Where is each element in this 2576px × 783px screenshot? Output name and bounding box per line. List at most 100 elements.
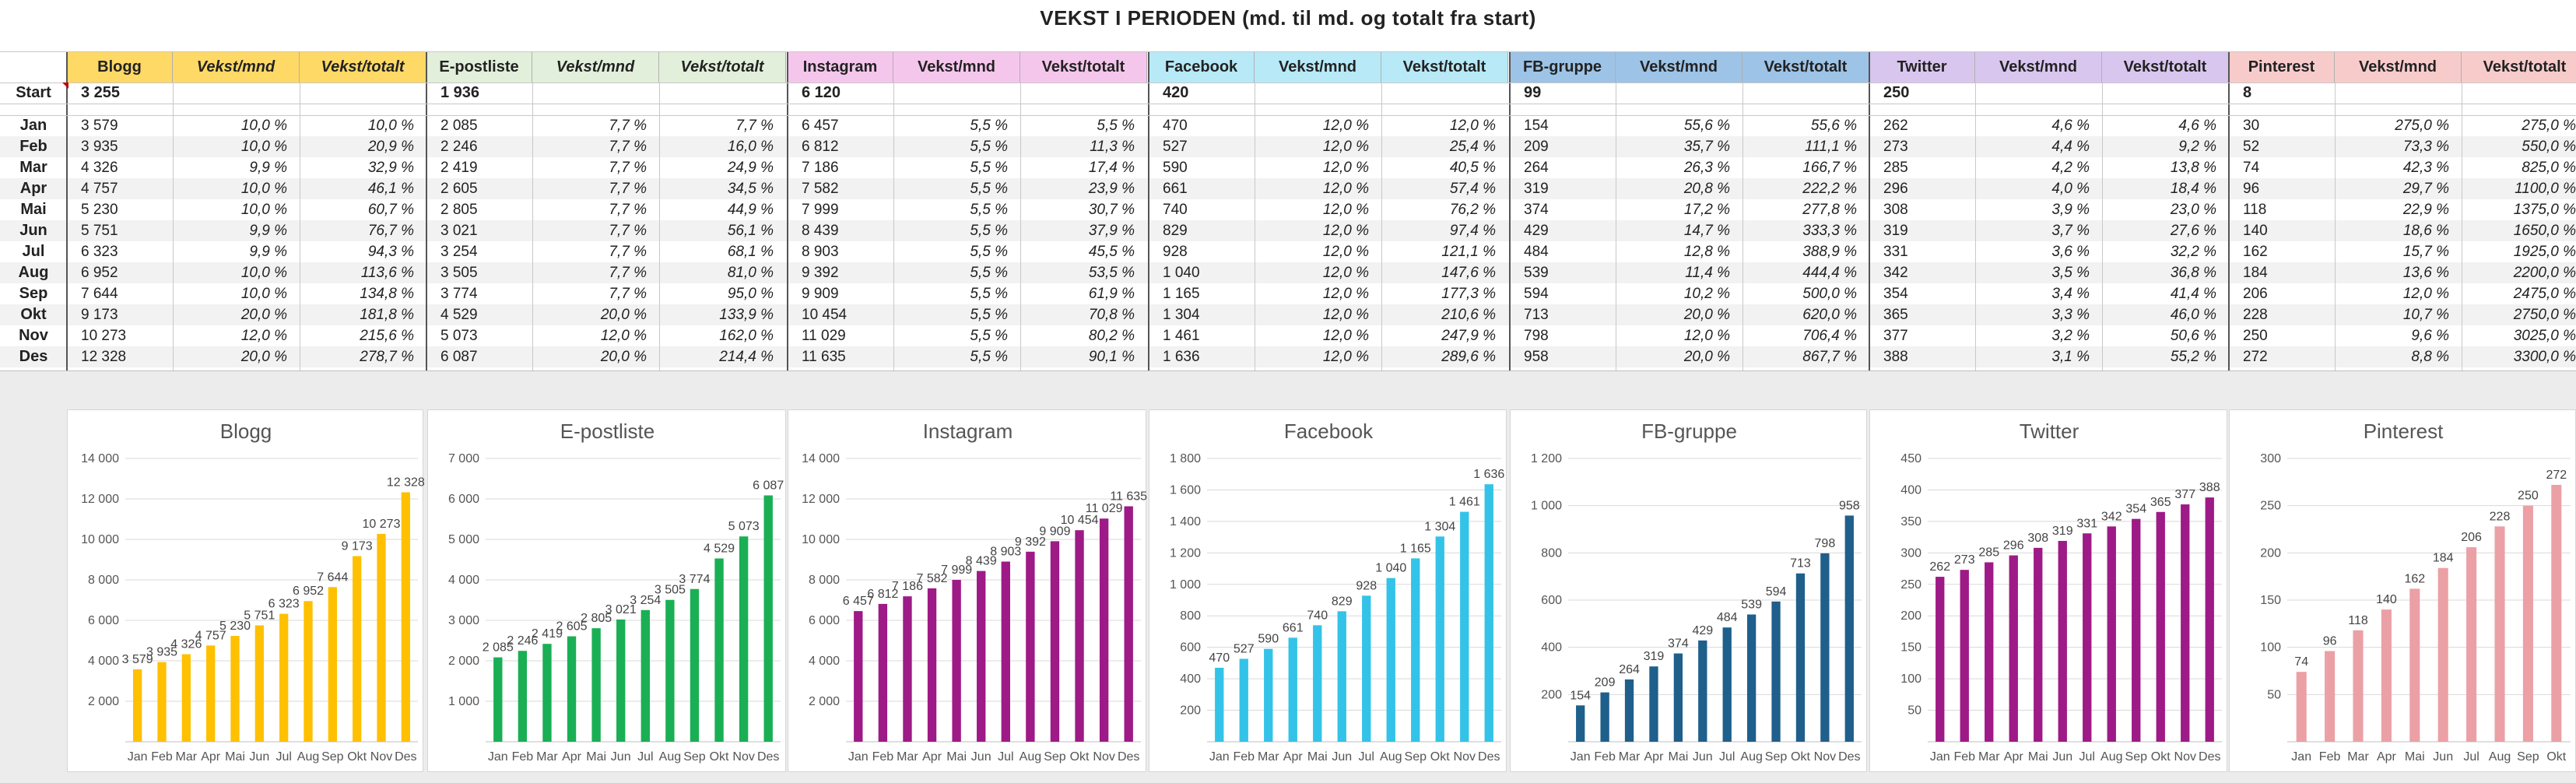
- value-cell[interactable]: 273: [1883, 139, 1908, 155]
- vekst-mnd-cell[interactable]: 12,0 %: [1322, 307, 1369, 323]
- chart-e-postliste[interactable]: E-postliste 1 000 2 000 3 000 4 000 5 000 6 00…: [427, 409, 786, 772]
- value-cell[interactable]: 5 230: [81, 202, 118, 218]
- vekst-totalt-cell[interactable]: 80,2 %: [1088, 328, 1135, 344]
- vekst-totalt-cell[interactable]: 30,7 %: [1088, 202, 1135, 218]
- vekst-totalt-cell[interactable]: 134,8 %: [360, 286, 414, 302]
- vekst-mnd-cell[interactable]: 12,0 %: [1322, 349, 1369, 365]
- value-cell[interactable]: 429: [1524, 223, 1549, 239]
- value-cell[interactable]: 2 419: [440, 160, 478, 176]
- vekst-mnd-cell[interactable]: 5,5 %: [970, 286, 1008, 302]
- vekst-mnd-cell[interactable]: 15,7 %: [2402, 244, 2449, 260]
- value-cell[interactable]: 6 812: [802, 139, 839, 155]
- vekst-mnd-cell[interactable]: 10,7 %: [2402, 307, 2449, 323]
- header-vekst-totalt[interactable]: Vekst/totalt: [300, 51, 426, 83]
- vekst-mnd-cell[interactable]: 3,4 %: [2051, 286, 2090, 302]
- value-cell[interactable]: 262: [1883, 118, 1908, 134]
- value-cell[interactable]: 10 273: [81, 328, 127, 344]
- row-label-okt[interactable]: Okt: [20, 306, 47, 323]
- value-cell[interactable]: 928: [1163, 244, 1188, 260]
- vekst-totalt-cell[interactable]: 2475,0 %: [2513, 286, 2576, 302]
- vekst-mnd-cell[interactable]: 275,0 %: [2395, 118, 2449, 134]
- vekst-mnd-cell[interactable]: 20,0 %: [240, 307, 287, 323]
- vekst-mnd-cell[interactable]: 12,0 %: [1322, 139, 1369, 155]
- vekst-totalt-cell[interactable]: 147,6 %: [1441, 265, 1496, 281]
- start-value-cell[interactable]: 99: [1524, 84, 1542, 101]
- value-cell[interactable]: 590: [1163, 160, 1188, 176]
- vekst-mnd-cell[interactable]: 20,8 %: [1683, 181, 1730, 197]
- vekst-mnd-cell[interactable]: 7,7 %: [609, 244, 647, 260]
- header-vekst-totalt[interactable]: Vekst/totalt: [2462, 51, 2576, 83]
- value-cell[interactable]: 11 029: [802, 328, 846, 344]
- vekst-mnd-cell[interactable]: 7,7 %: [609, 160, 647, 176]
- vekst-totalt-cell[interactable]: 45,5 %: [1088, 244, 1135, 260]
- value-cell[interactable]: 377: [1883, 328, 1908, 344]
- vekst-totalt-cell[interactable]: 2750,0 %: [2513, 307, 2576, 323]
- value-cell[interactable]: 798: [1524, 328, 1549, 344]
- vekst-totalt-cell[interactable]: 133,9 %: [719, 307, 774, 323]
- vekst-mnd-cell[interactable]: 20,0 %: [240, 349, 287, 365]
- vekst-totalt-cell[interactable]: 32,9 %: [367, 160, 414, 176]
- header-vekst-mnd[interactable]: Vekst/mnd: [2335, 51, 2462, 83]
- vekst-mnd-cell[interactable]: 5,5 %: [970, 181, 1008, 197]
- value-cell[interactable]: 1 165: [1163, 286, 1200, 302]
- vekst-totalt-cell[interactable]: 97,4 %: [1449, 223, 1496, 239]
- value-cell[interactable]: 388: [1883, 349, 1908, 365]
- vekst-mnd-cell[interactable]: 10,0 %: [240, 118, 287, 134]
- value-cell[interactable]: 74: [2243, 160, 2260, 176]
- vekst-totalt-cell[interactable]: 3300,0 %: [2513, 349, 2576, 365]
- value-cell[interactable]: 6 087: [440, 349, 478, 365]
- row-label-sep[interactable]: Sep: [19, 285, 48, 302]
- value-cell[interactable]: 9 909: [802, 286, 839, 302]
- vekst-mnd-cell[interactable]: 12,0 %: [1322, 286, 1369, 302]
- vekst-mnd-cell[interactable]: 55,6 %: [1683, 118, 1730, 134]
- vekst-mnd-cell[interactable]: 12,0 %: [1322, 328, 1369, 344]
- vekst-totalt-cell[interactable]: 333,3 %: [1802, 223, 1857, 239]
- vekst-mnd-cell[interactable]: 13,6 %: [2402, 265, 2449, 281]
- header-vekst-mnd[interactable]: Vekst/mnd: [1975, 51, 2102, 83]
- value-cell[interactable]: 319: [1883, 223, 1908, 239]
- vekst-mnd-cell[interactable]: 10,0 %: [240, 286, 287, 302]
- value-cell[interactable]: 4 326: [81, 160, 118, 176]
- value-cell[interactable]: 209: [1524, 139, 1549, 155]
- value-cell[interactable]: 3 505: [440, 265, 478, 281]
- vekst-totalt-cell[interactable]: 1375,0 %: [2513, 202, 2576, 218]
- vekst-totalt-cell[interactable]: 68,1 %: [727, 244, 774, 260]
- start-value-cell[interactable]: 250: [1883, 84, 1910, 101]
- value-cell[interactable]: 6 323: [81, 244, 118, 260]
- vekst-totalt-cell[interactable]: 111,1 %: [1805, 139, 1857, 155]
- vekst-mnd-cell[interactable]: 17,2 %: [1683, 202, 1730, 218]
- vekst-totalt-cell[interactable]: 25,4 %: [1449, 139, 1496, 155]
- vekst-totalt-cell[interactable]: 215,6 %: [360, 328, 414, 344]
- vekst-totalt-cell[interactable]: 37,9 %: [1088, 223, 1135, 239]
- start-value-cell[interactable]: 3 255: [81, 84, 121, 101]
- row-label-start[interactable]: Start: [16, 84, 51, 101]
- value-cell[interactable]: 206: [2243, 286, 2268, 302]
- value-cell[interactable]: 162: [2243, 244, 2268, 260]
- vekst-totalt-cell[interactable]: 81,0 %: [727, 265, 774, 281]
- vekst-mnd-cell[interactable]: 10,0 %: [240, 181, 287, 197]
- start-value-cell[interactable]: 6 120: [802, 84, 841, 101]
- value-cell[interactable]: 12 328: [81, 349, 127, 365]
- vekst-mnd-cell[interactable]: 3,1 %: [2051, 349, 2090, 365]
- row-label-mai[interactable]: Mai: [20, 201, 47, 218]
- vekst-totalt-cell[interactable]: 61,9 %: [1088, 286, 1135, 302]
- vekst-mnd-cell[interactable]: 12,0 %: [1322, 181, 1369, 197]
- value-cell[interactable]: 354: [1883, 286, 1908, 302]
- header-blogg[interactable]: Blogg: [67, 51, 173, 83]
- value-cell[interactable]: 7 644: [81, 286, 118, 302]
- value-cell[interactable]: 272: [2243, 349, 2268, 365]
- value-cell[interactable]: 740: [1163, 202, 1188, 218]
- vekst-mnd-cell[interactable]: 5,5 %: [970, 349, 1008, 365]
- vekst-mnd-cell[interactable]: 5,5 %: [970, 202, 1008, 218]
- value-cell[interactable]: 8 439: [802, 223, 839, 239]
- vekst-totalt-cell[interactable]: 20,9 %: [367, 139, 414, 155]
- value-cell[interactable]: 470: [1163, 118, 1188, 134]
- vekst-totalt-cell[interactable]: 444,4 %: [1802, 265, 1857, 281]
- vekst-mnd-cell[interactable]: 11,4 %: [1685, 265, 1730, 281]
- chart-fb-gruppe[interactable]: FB-gruppe 200 400 600 800 1 000 1 200 154 Jan 209…: [1510, 409, 1867, 772]
- value-cell[interactable]: 594: [1524, 286, 1549, 302]
- vekst-totalt-cell[interactable]: 40,5 %: [1449, 160, 1496, 176]
- vekst-mnd-cell[interactable]: 29,7 %: [2402, 181, 2449, 197]
- vekst-totalt-cell[interactable]: 7,7 %: [735, 118, 774, 134]
- vekst-mnd-cell[interactable]: 42,3 %: [2402, 160, 2449, 176]
